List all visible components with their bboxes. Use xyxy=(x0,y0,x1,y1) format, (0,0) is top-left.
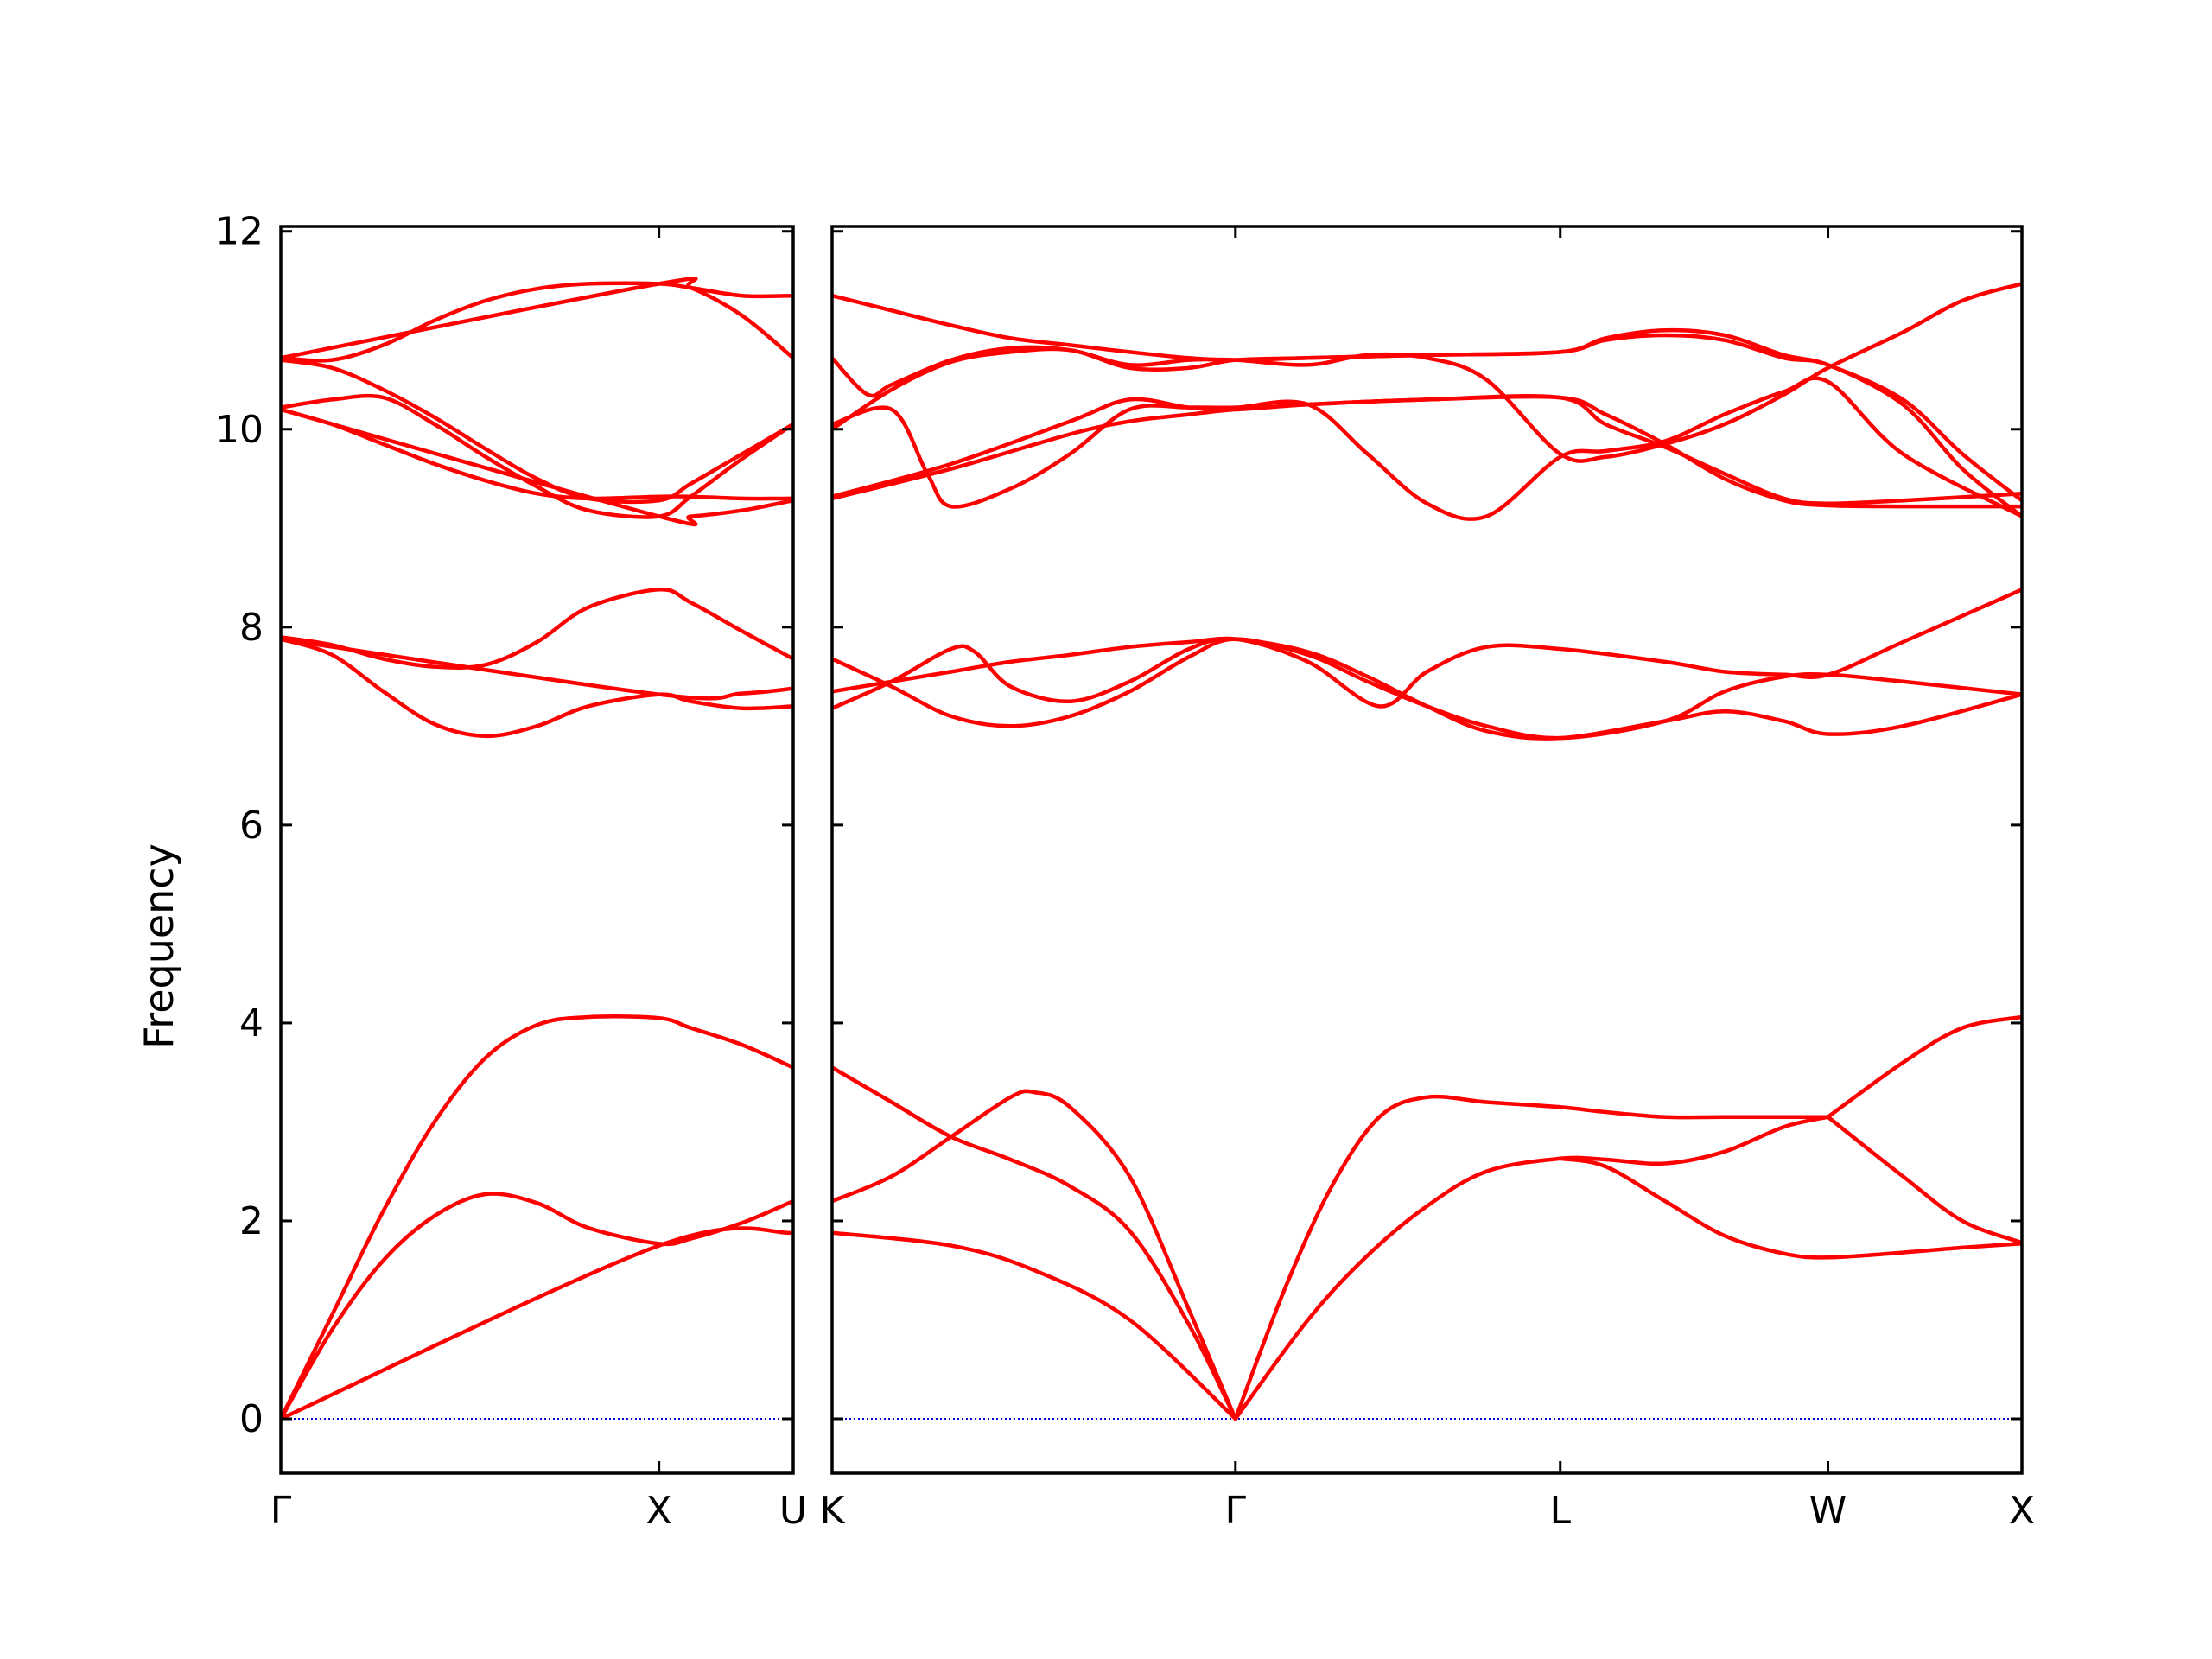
band-line-17 xyxy=(832,394,2022,509)
y-axis-label-group: Frequency xyxy=(136,843,182,1049)
band-line-2 xyxy=(832,1065,1238,1421)
band-line-1 xyxy=(832,1230,1238,1421)
band-line-8 xyxy=(281,276,793,360)
x-tick-label: X xyxy=(2009,1489,2035,1533)
y-axis-label: Frequency xyxy=(136,843,182,1049)
y-tick-label: 10 xyxy=(215,408,264,452)
panel-frame xyxy=(830,225,2024,1475)
band-line-9 xyxy=(832,636,2022,741)
band-line-7 xyxy=(1826,1115,2022,1245)
band-line-5 xyxy=(281,637,793,739)
y-tick-label: 4 xyxy=(239,1001,264,1046)
band-line-15 xyxy=(832,376,2022,521)
band-line-11 xyxy=(281,407,793,501)
series-group xyxy=(832,282,2022,1421)
x-tick-label: L xyxy=(1549,1489,1571,1533)
band-line-5 xyxy=(1233,1094,1830,1421)
band-line-6 xyxy=(1558,1156,2022,1260)
chart-panels: 0 2 4 6 8 10 12 Γ X U K Γ L W X xyxy=(215,210,2035,1533)
x-tick-label: W xyxy=(1809,1489,1847,1533)
x-tick-label: X xyxy=(646,1489,672,1533)
band-line-1 xyxy=(281,1014,793,1421)
band-line-11 xyxy=(832,588,2022,710)
band-line-9 xyxy=(281,358,793,505)
band-line-4 xyxy=(1233,1115,1830,1421)
y-tick-label: 2 xyxy=(239,1199,264,1243)
band-line-12 xyxy=(281,407,793,527)
band-line-8 xyxy=(1826,1014,2022,1119)
panel-frame xyxy=(279,225,795,1475)
band-line-7 xyxy=(281,281,793,363)
band-line-3 xyxy=(281,1226,793,1421)
panel-1: 0 2 4 6 8 10 12 Γ X U xyxy=(215,210,807,1533)
series-group xyxy=(281,276,793,1421)
y-tick-label: 8 xyxy=(239,606,264,650)
band-line-3 xyxy=(832,1089,1238,1421)
band-line-4 xyxy=(281,588,793,670)
x-tick-label: K xyxy=(820,1489,846,1533)
y-tick-label: 6 xyxy=(239,804,264,848)
x-tick-label: Γ xyxy=(1225,1489,1247,1533)
band-line-14 xyxy=(832,333,2022,518)
band-line-2 xyxy=(281,1192,793,1421)
y-tick-label: 0 xyxy=(239,1397,264,1441)
x-tick-label: U xyxy=(779,1489,807,1533)
x-tick-label: Γ xyxy=(270,1489,292,1533)
band-line-6 xyxy=(281,637,793,701)
band-line-10 xyxy=(281,393,793,519)
y-tick-label: 12 xyxy=(215,210,264,254)
